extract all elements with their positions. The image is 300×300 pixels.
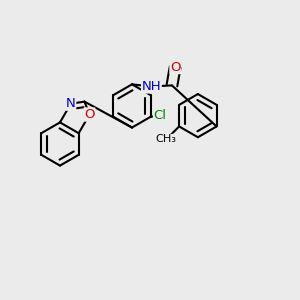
Text: N: N bbox=[66, 97, 76, 110]
Text: O: O bbox=[170, 61, 180, 74]
Text: NH: NH bbox=[142, 80, 161, 93]
Text: CH₃: CH₃ bbox=[156, 134, 177, 144]
Text: Cl: Cl bbox=[154, 109, 166, 122]
Text: O: O bbox=[84, 108, 95, 121]
